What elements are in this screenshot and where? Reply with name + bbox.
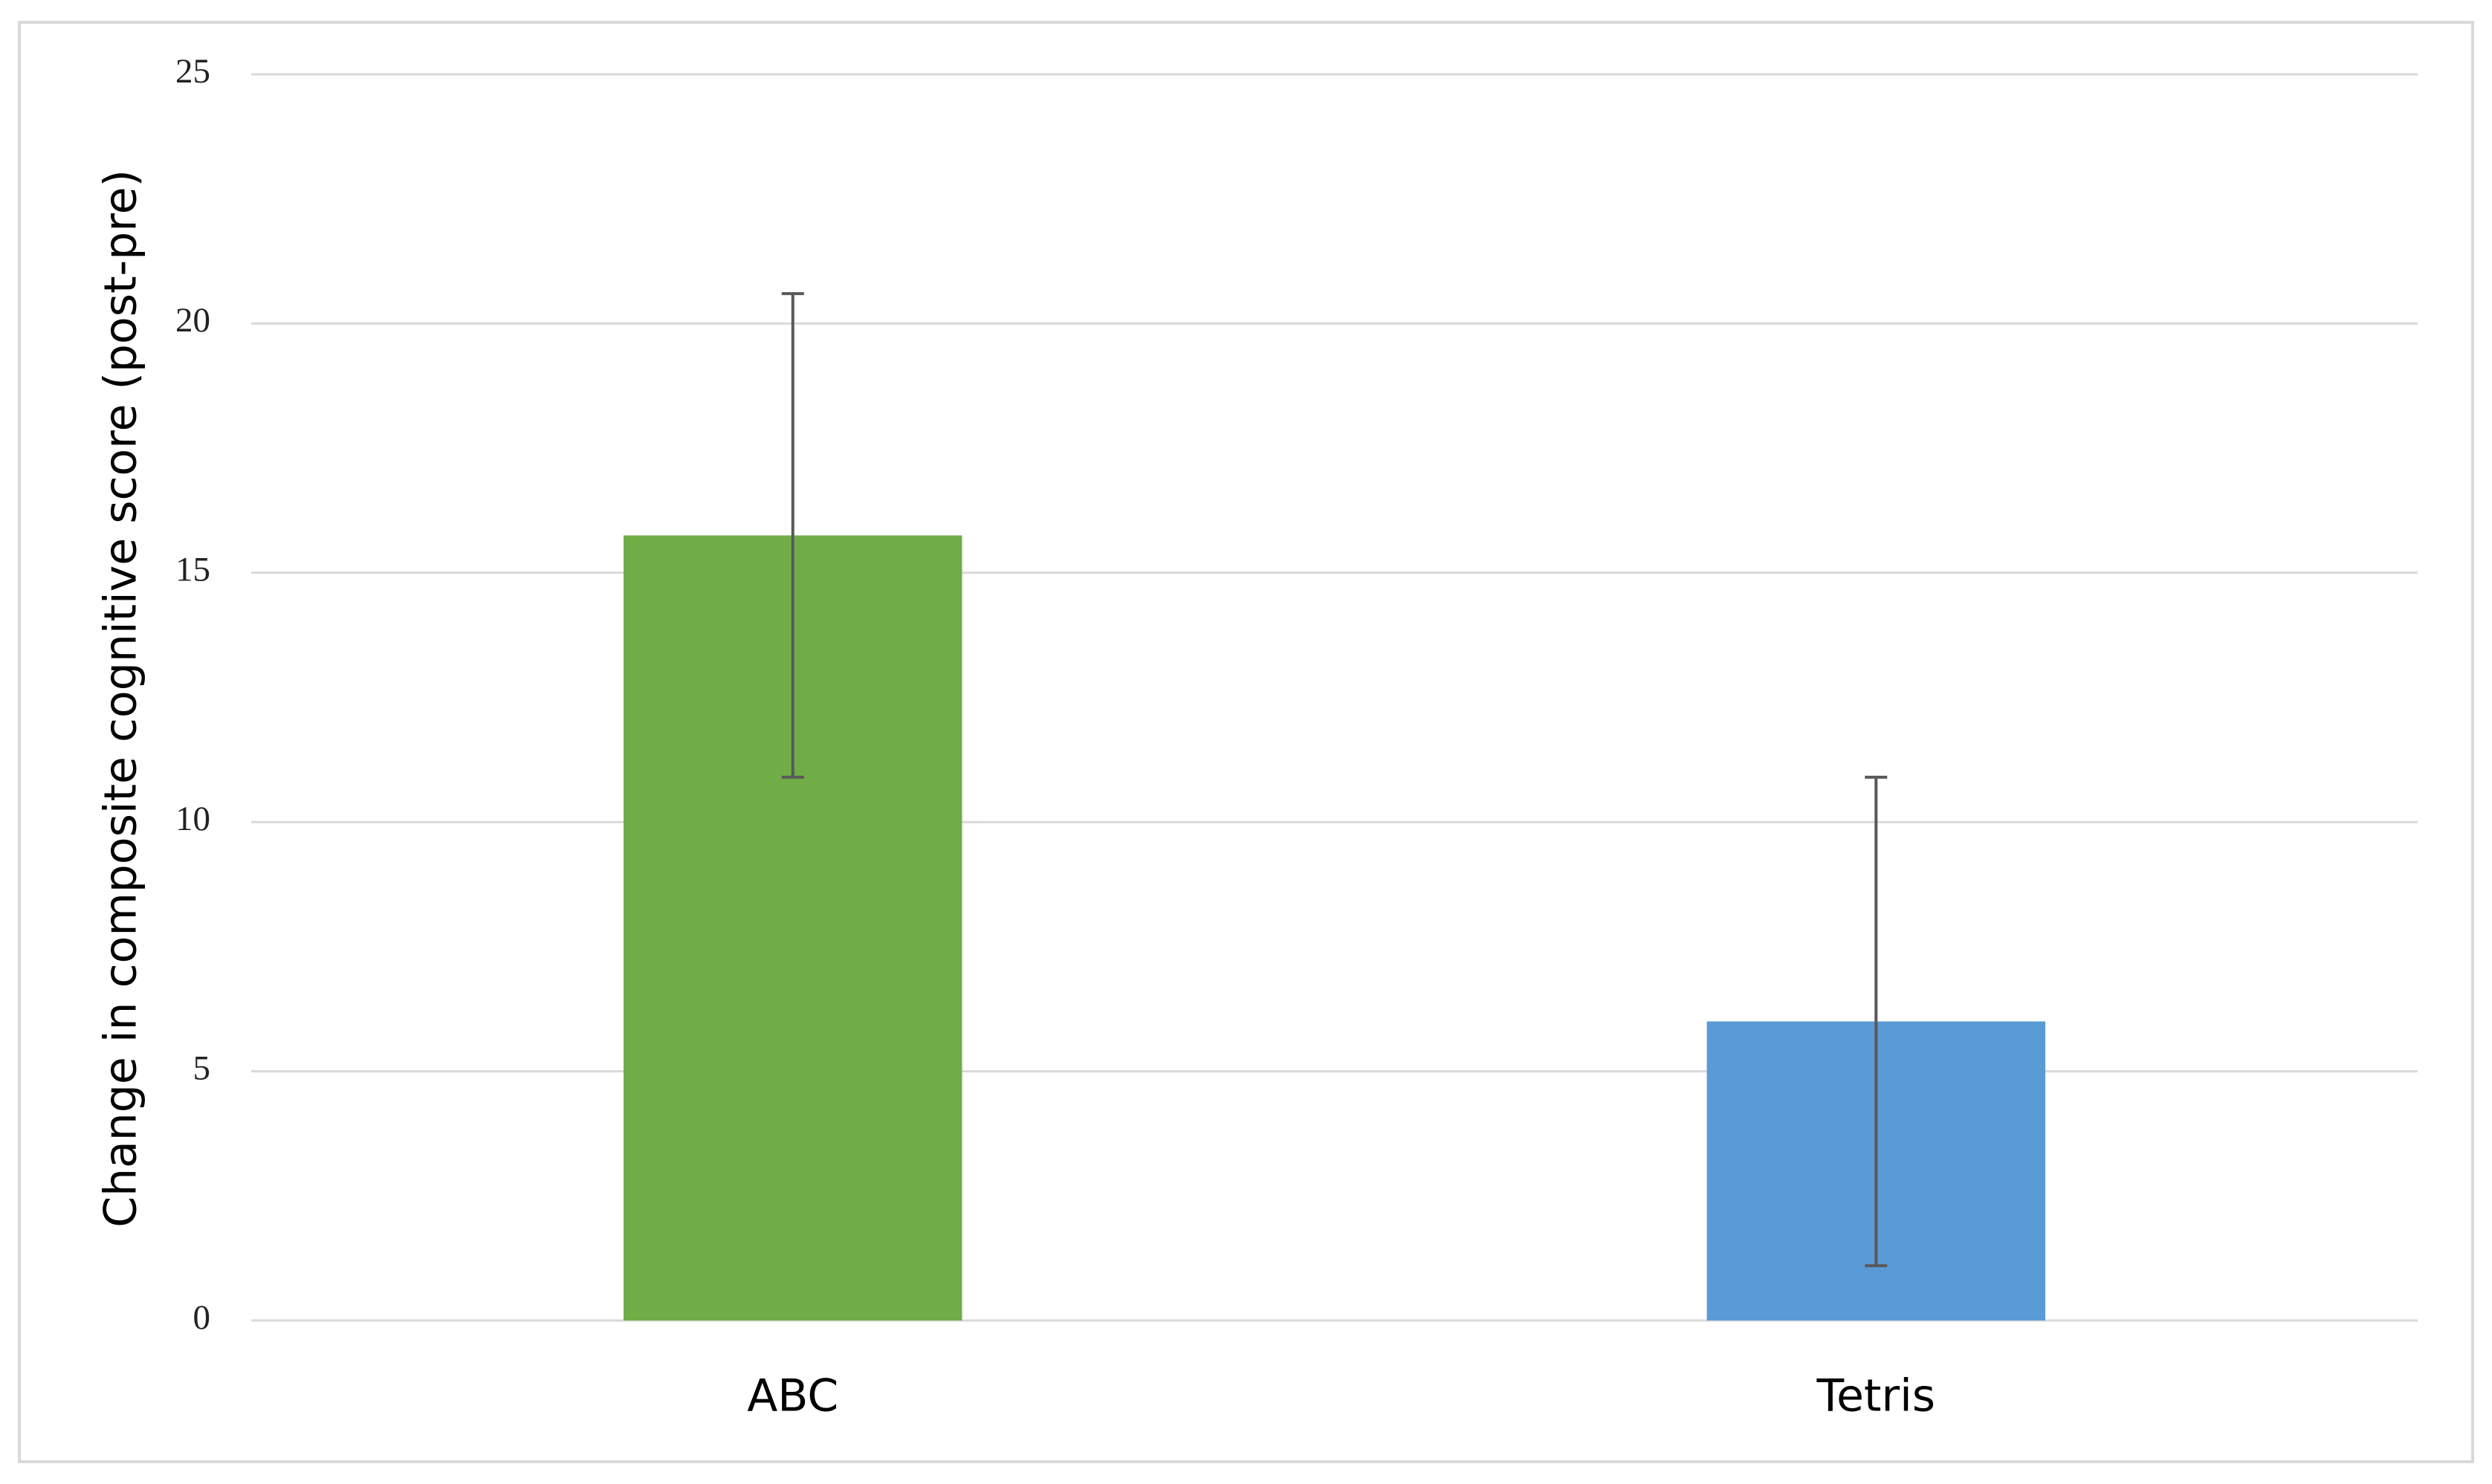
y-tick-label: 5 [193,1049,211,1087]
x-tick-label: Tetris [1816,1370,1936,1422]
y-axis-label: Change in composite cognitive score (pos… [95,169,147,1228]
y-tick-label: 15 [175,551,210,589]
y-tick-label: 0 [193,1298,211,1337]
y-tick-label: 20 [175,301,210,340]
y-tick-label: 25 [175,52,210,91]
x-tick-label: ABC [747,1370,838,1422]
chart-frame [18,21,2474,1463]
y-tick-label: 10 [175,800,210,838]
